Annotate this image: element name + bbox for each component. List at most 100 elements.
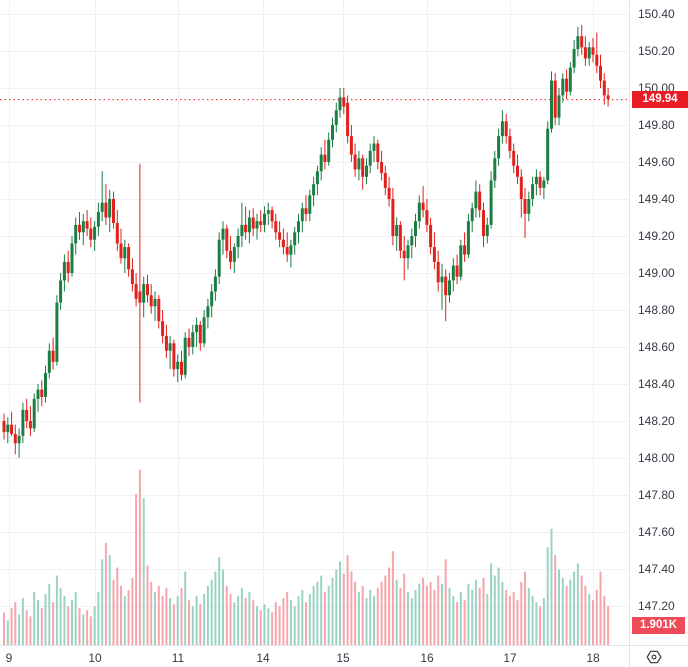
candle-body xyxy=(172,343,176,370)
candle-body xyxy=(10,424,14,434)
candle-body xyxy=(176,361,180,370)
volume-bar xyxy=(59,587,62,645)
candle-body xyxy=(25,409,29,421)
volume-bar xyxy=(459,592,462,645)
volume-bar xyxy=(384,575,387,645)
volume-bar xyxy=(37,600,39,645)
candle-body xyxy=(62,261,66,281)
volume-badge: 1.901K xyxy=(632,617,685,634)
candle-body xyxy=(587,47,591,59)
candle-body xyxy=(232,247,236,262)
candle-body xyxy=(74,224,78,244)
volume-bar xyxy=(278,606,281,645)
candle-body xyxy=(180,361,183,375)
volume-bar xyxy=(14,602,17,645)
volume-bar xyxy=(206,585,209,645)
candle-body xyxy=(17,435,21,444)
candle-body xyxy=(482,210,485,236)
candle-body xyxy=(459,245,463,277)
candle-wick xyxy=(596,32,598,74)
candle-body xyxy=(66,261,70,273)
volume-bar xyxy=(188,600,190,645)
candle-body xyxy=(297,221,300,233)
candle-body xyxy=(112,199,115,223)
volume-bar xyxy=(595,589,598,645)
volume-bar xyxy=(493,575,496,645)
candle-body xyxy=(576,36,580,50)
price-tick-label: 147.60 xyxy=(638,525,675,539)
volume-bar xyxy=(550,528,553,645)
volume-bar xyxy=(131,577,134,645)
candle-body xyxy=(187,337,191,348)
volume-bar xyxy=(305,602,307,645)
candle-body xyxy=(164,335,168,351)
candle-body xyxy=(289,245,293,255)
candle-body xyxy=(130,269,134,285)
candle-body xyxy=(247,217,251,233)
candle-body xyxy=(523,199,527,214)
candle-body xyxy=(255,221,259,229)
volume-bar xyxy=(271,612,274,645)
volume-bar xyxy=(82,614,85,645)
candle-body xyxy=(391,199,395,236)
price-tick-label: 147.20 xyxy=(638,599,675,613)
candle-body xyxy=(395,224,399,236)
candle-body xyxy=(599,65,602,81)
axis-settings-button[interactable] xyxy=(644,647,664,667)
candle-body xyxy=(21,409,25,436)
volume-bar xyxy=(474,579,477,645)
volume-bar xyxy=(63,596,66,645)
candle-body xyxy=(70,243,74,273)
candle-body xyxy=(402,250,406,259)
candle-body xyxy=(304,208,308,214)
volume-bar xyxy=(184,571,187,645)
volume-bar xyxy=(422,577,425,645)
volume-bar xyxy=(203,594,206,645)
candle-body xyxy=(300,208,304,222)
volume-bar xyxy=(116,567,119,645)
candle-body xyxy=(51,350,55,362)
candle-body xyxy=(323,154,327,162)
volume-bar xyxy=(248,592,251,645)
volume-bar xyxy=(142,498,145,645)
volume-bar xyxy=(3,612,5,645)
candle-body xyxy=(568,67,572,92)
volume-bar xyxy=(388,567,391,645)
candle-body xyxy=(6,424,10,433)
volume-bar xyxy=(157,585,160,645)
volume-bar xyxy=(93,606,96,645)
volume-bar xyxy=(403,573,406,645)
candle-body xyxy=(338,97,342,111)
volume-bar xyxy=(407,592,409,645)
volume-bar xyxy=(512,592,515,645)
price-tick-label: 149.80 xyxy=(638,118,675,132)
candle-body xyxy=(425,210,429,225)
candle-body xyxy=(353,154,357,170)
candle-body xyxy=(561,78,565,96)
volume-bar xyxy=(286,592,289,645)
candle-body xyxy=(489,180,493,225)
candle-body xyxy=(414,221,417,236)
last-price-badge: 149.94 xyxy=(632,91,688,108)
time-tick-label: 14 xyxy=(256,651,270,665)
candle-body xyxy=(13,434,17,444)
volume-bar xyxy=(301,589,304,645)
volume-bar xyxy=(576,563,579,645)
candle-body xyxy=(550,80,553,129)
volume-bar xyxy=(497,567,500,645)
candle-body xyxy=(47,350,51,373)
volume-bar xyxy=(256,606,258,645)
volume-bar xyxy=(55,575,58,645)
volume-bar xyxy=(180,587,183,645)
candle-body xyxy=(349,136,353,155)
candle-body xyxy=(429,224,433,248)
candle-body xyxy=(546,128,550,181)
price-tick-label: 149.20 xyxy=(638,229,675,243)
candle-body xyxy=(36,389,40,399)
time-tick-label: 9 xyxy=(5,651,13,665)
candle-wick xyxy=(139,163,141,403)
candle-body xyxy=(448,280,451,296)
volume-bar xyxy=(414,589,417,645)
volume-bar xyxy=(191,606,194,645)
